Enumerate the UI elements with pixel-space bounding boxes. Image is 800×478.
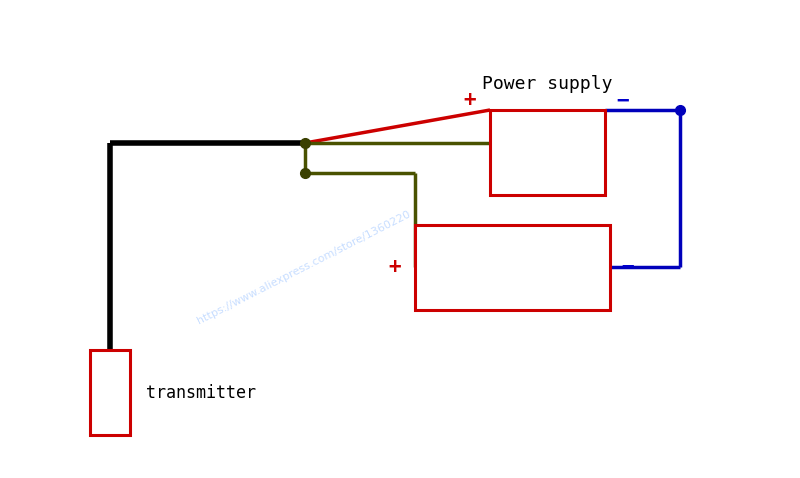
Text: −: − (616, 90, 629, 110)
Text: Instrument: Instrument (462, 259, 562, 276)
Text: +: + (464, 90, 476, 110)
Text: Power supply: Power supply (482, 75, 613, 93)
Text: +: + (389, 257, 402, 277)
Text: transmitter: transmitter (146, 383, 256, 402)
Text: 24VDC: 24VDC (520, 143, 574, 162)
Text: −: − (622, 257, 634, 277)
Text: https://www.aliexpress.com/store/1360220: https://www.aliexpress.com/store/1360220 (196, 209, 412, 326)
Bar (415, 225, 610, 310)
Bar (490, 110, 605, 195)
Bar (90, 350, 130, 435)
